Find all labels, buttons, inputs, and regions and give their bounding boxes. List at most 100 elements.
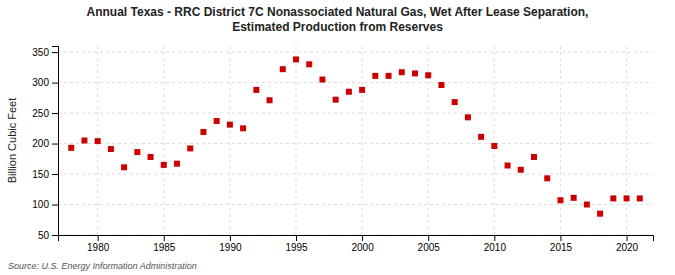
point [465,114,471,120]
point [571,195,577,201]
point [557,197,563,203]
point [108,146,114,152]
point [293,56,299,62]
point [214,118,220,124]
tick-mark [494,235,495,241]
point [372,73,378,79]
tick-label: 2005 [418,242,441,253]
tick-label: 100 [32,199,49,210]
tick-mark [98,235,99,241]
tick-mark [230,235,231,241]
tick-label: 350 [32,47,49,58]
point [531,154,537,160]
point [452,99,458,105]
grid-line [58,174,653,175]
point [174,161,180,167]
tick-mark [52,235,58,236]
point [267,97,273,103]
tick: 1990 [219,235,242,253]
tick-label: 2000 [351,242,374,253]
point [438,82,444,88]
point [319,77,325,83]
point [333,97,339,103]
tick-label: 2020 [616,242,639,253]
tick-mark [52,83,58,84]
title: Annual Texas - RRC District 7C Nonassoci… [87,5,589,34]
tick: 250 [32,108,58,119]
grid-line [296,46,297,235]
tick-mark [52,144,58,145]
point [425,72,431,78]
tick-mark [52,205,58,206]
point [610,195,616,201]
grid-line [58,82,653,83]
point [148,154,154,160]
point [161,162,167,168]
tick-label: 200 [32,138,49,149]
grid-line [229,46,230,235]
tick-mark [296,235,297,241]
point [386,73,392,79]
tick: 2020 [616,235,639,253]
points [68,56,643,216]
tick: 2000 [351,235,374,253]
tick-mark [362,235,363,241]
chart: Annual Texas - RRC District 7C Nonassoci… [0,0,675,275]
tick-mark [627,235,628,241]
tick: 300 [32,77,58,88]
point [68,145,74,151]
point [412,70,418,76]
grid-line [494,46,495,235]
point [597,211,603,217]
point [359,87,365,93]
tick: 200 [32,138,58,149]
point [544,175,550,181]
tick: 2015 [550,235,573,253]
point [478,134,484,140]
annotation: Source: U.S. Energy Information Administ… [8,261,197,271]
plot: 1980198519901995200020052010201520205010… [32,46,653,253]
point [81,138,87,144]
tick-mark [52,52,58,53]
point [491,143,497,149]
tick: 2010 [484,235,507,253]
tick-mark [52,174,58,175]
title-line: Estimated Production from Reserves [232,20,443,34]
tick-label: 2015 [550,242,573,253]
tick-mark [52,113,58,114]
point [399,69,405,75]
tick-label: 2010 [484,242,507,253]
tick-mark [560,235,561,241]
tick: 1985 [153,235,176,253]
tick-label: 300 [32,77,49,88]
point [518,167,524,173]
tick: 350 [32,47,58,58]
point [121,164,127,170]
title-line: Annual Texas - RRC District 7C Nonassoci… [87,5,589,19]
point [240,125,246,131]
grid [58,46,653,235]
tick-label: 1995 [285,242,308,253]
grid-line [163,46,164,235]
point [280,66,286,72]
tick-label: 150 [32,169,49,180]
point [95,138,101,144]
tick-label: 250 [32,108,49,119]
grid-line [58,204,653,205]
tick-label: 1980 [87,242,110,253]
grid-line [362,46,363,235]
point [584,202,590,208]
y-axis: 50100150200250300350 [32,47,58,241]
point [346,89,352,95]
point [637,195,643,201]
tick-mark [428,235,429,241]
grid-line [560,46,561,235]
point [187,145,193,151]
tick: 1980 [87,235,110,253]
grid-line [626,46,627,235]
x-axis: 1980 1985 1990 1995 2000 2005 2010 2015 2020 [59,235,654,253]
tick: 1995 [285,235,308,253]
axis-line [59,236,654,242]
grid-line [58,113,653,114]
tick: 150 [32,169,58,180]
